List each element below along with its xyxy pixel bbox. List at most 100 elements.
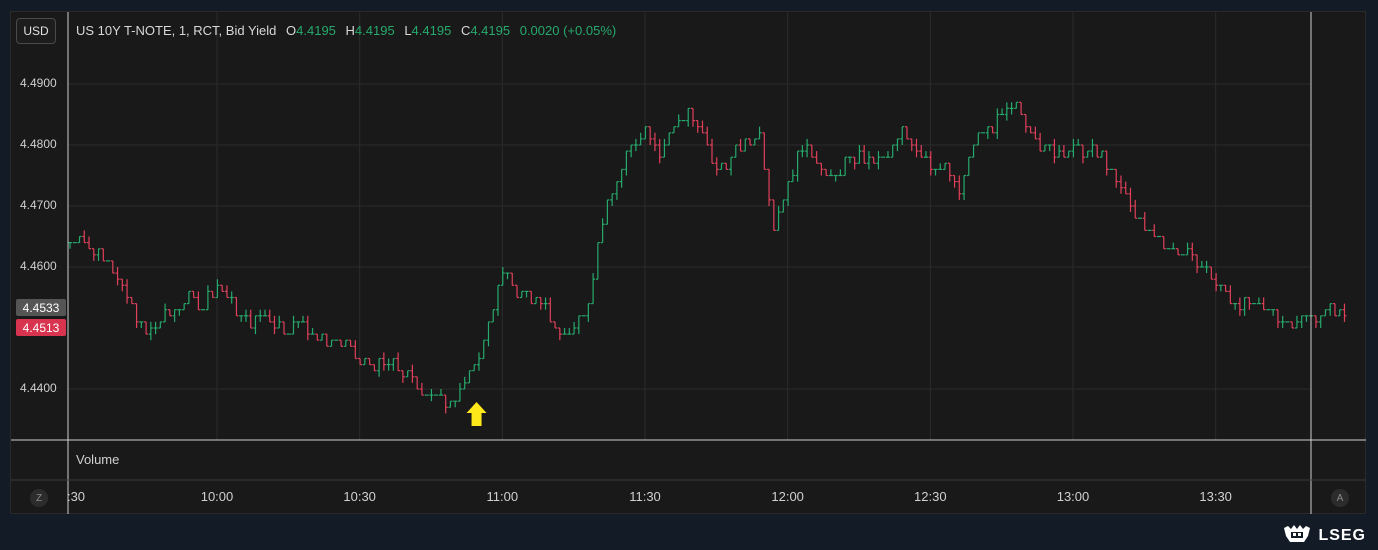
ohlc-bar [129, 296, 134, 305]
ohlc-bar [686, 107, 691, 127]
y-tick-label: 4.4600 [20, 259, 57, 273]
ohlc-bar [491, 309, 496, 323]
ohlc-bar [229, 291, 234, 304]
ohlc-bar [1152, 224, 1157, 238]
ohlc-bar [324, 333, 329, 347]
ohlc-bar [824, 168, 829, 177]
ohlc-bar [904, 126, 909, 140]
ohlc-bar [938, 163, 943, 170]
ohlc-bar [690, 107, 695, 127]
zoom-button[interactable]: Z [30, 489, 48, 507]
ohlc-bar [258, 309, 263, 322]
ohlc-bar [809, 144, 814, 158]
auto-scale-button[interactable]: A [1331, 489, 1349, 507]
brand-logo: LSEG [1282, 524, 1366, 549]
lion-crest-icon [1282, 524, 1312, 549]
ohlc-bar [410, 364, 415, 383]
ohlc-bar [1090, 138, 1095, 158]
ohlc-bar [866, 151, 871, 170]
x-tick-label: 13:00 [1056, 489, 1090, 504]
ohlc-bar [1099, 150, 1104, 158]
currency-button[interactable]: USD [16, 18, 56, 44]
ohlc-bar [1294, 315, 1299, 329]
ohlc-bar [234, 296, 239, 317]
ohlc-bar [1066, 150, 1071, 158]
x-tick-label: :30 [66, 489, 86, 504]
brand-name: LSEG [1318, 527, 1366, 544]
ohlc-bar [847, 156, 852, 164]
ohlc-bar [310, 328, 315, 335]
ohlc-bar [700, 120, 705, 134]
ohlc-bar [377, 357, 382, 377]
ohlc-bar [648, 126, 653, 146]
ohlc-bar [838, 169, 843, 177]
ohlc-bar [1323, 309, 1328, 317]
ohlc-bar [1332, 303, 1337, 317]
ohlc-bar [1280, 315, 1285, 329]
ohlc-bar [1047, 144, 1052, 152]
ohlc-bar [743, 138, 748, 152]
ohlc-bar [1313, 315, 1318, 329]
ohlc-bar [1009, 102, 1014, 115]
ohlc-bar [548, 297, 553, 323]
ohlc-bar [1023, 113, 1028, 133]
ohlc-bar [296, 321, 301, 329]
ohlc-bar [101, 248, 106, 262]
ohlc-bar [1033, 126, 1038, 140]
ohlc-bar [852, 156, 857, 170]
ohlc-bar [857, 145, 862, 164]
x-tick-label: 12:00 [771, 489, 804, 504]
ohlc-bar [762, 132, 767, 170]
y-tick-label: 4.4900 [20, 76, 57, 90]
ohlc-bar [386, 358, 391, 371]
ohlc-bar [1233, 303, 1238, 310]
x-tick-label: 10:30 [343, 489, 376, 504]
ohlc-bar [320, 333, 325, 341]
ohlc-bar [524, 290, 529, 298]
ohlc-bar [1052, 138, 1057, 164]
ohlc-bar [400, 370, 405, 383]
low-label: L [404, 23, 412, 38]
ohlc-bar [443, 394, 448, 414]
ohlc-bar [505, 272, 510, 280]
ohlc-bar [943, 162, 948, 170]
ohlc-bar [600, 218, 605, 244]
ohlc-bar [695, 119, 700, 133]
ohlc-bar [486, 321, 491, 347]
ohlc-bar [1337, 309, 1342, 317]
ohlc-bar [77, 235, 82, 244]
ohlc-bar [358, 357, 363, 366]
ohlc-bar [738, 138, 743, 152]
ohlc-bar [120, 278, 125, 292]
ohlc-bar [267, 309, 272, 323]
ohlc-bar [1190, 242, 1195, 261]
ohlc-bar [900, 126, 905, 146]
ohlc-bar [966, 156, 971, 177]
ohlc-bar [605, 199, 610, 225]
ohlc-bar [68, 242, 72, 249]
ohlc-bar [1085, 150, 1090, 158]
ohlc-bar [624, 150, 629, 176]
ohlc-bar [795, 150, 800, 182]
ohlc-bar [429, 389, 434, 402]
ohlc-bar [876, 151, 881, 170]
ohlc-bar [652, 132, 657, 152]
ohlc-bar [805, 138, 810, 158]
ohlc-bar [220, 284, 225, 292]
ohlc-bar [957, 175, 962, 200]
ohlc-bar [339, 339, 344, 347]
ohlc-bar [614, 181, 619, 200]
ohlc-bar [862, 145, 867, 164]
ohlc-bar [657, 138, 662, 164]
ohlc-bar [572, 321, 577, 335]
ohlc-bar [301, 315, 306, 323]
ohlc-bar [153, 321, 158, 335]
ohlc-bar [1328, 303, 1333, 316]
ohlc-bar [253, 315, 258, 335]
ohlc-bar [467, 370, 472, 384]
ohlc-bar [134, 303, 139, 329]
bid-price-tag: 4.4513 [16, 319, 66, 336]
ohlc-bar [239, 315, 244, 322]
ohlc-bar [1118, 175, 1123, 194]
